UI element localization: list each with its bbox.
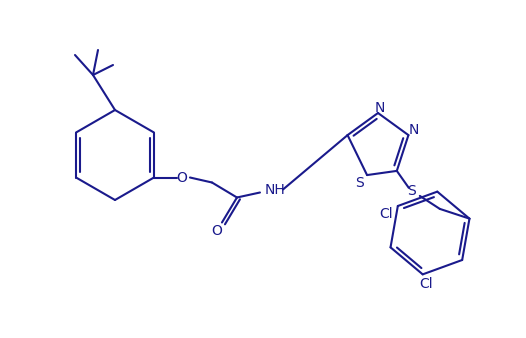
- Text: N: N: [408, 123, 419, 137]
- Text: NH: NH: [265, 183, 286, 196]
- Text: Cl: Cl: [379, 207, 392, 221]
- Text: O: O: [211, 223, 222, 238]
- Text: Cl: Cl: [419, 277, 432, 291]
- Text: O: O: [177, 170, 187, 185]
- Text: S: S: [355, 176, 363, 190]
- Text: N: N: [375, 101, 385, 115]
- Text: S: S: [408, 184, 416, 198]
